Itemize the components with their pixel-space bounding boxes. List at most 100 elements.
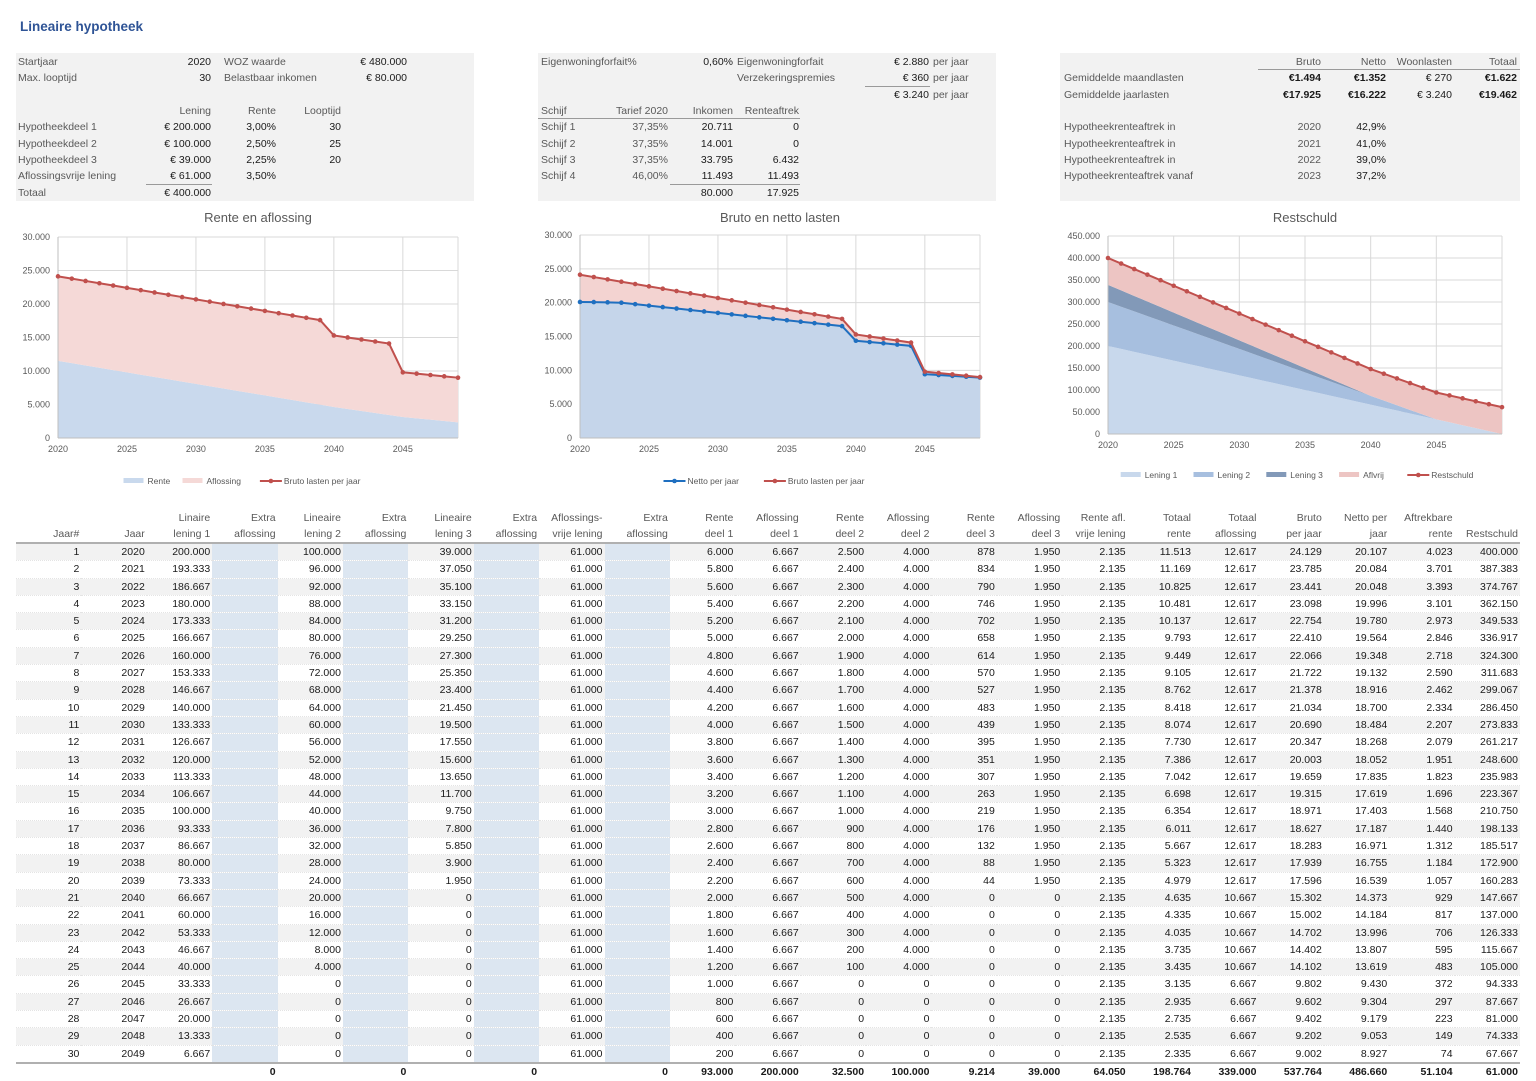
extra-aflossing-cell[interactable]: [473, 1010, 540, 1029]
extra-aflossing-cell[interactable]: [473, 768, 540, 787]
extra-aflossing-cell[interactable]: [342, 1027, 409, 1046]
extra-aflossing-cell[interactable]: [604, 872, 670, 890]
extra-aflossing-cell[interactable]: [212, 733, 278, 752]
loan-term[interactable]: 25: [329, 138, 341, 150]
extra-aflossing-cell[interactable]: [604, 560, 670, 579]
extra-aflossing-cell[interactable]: [473, 716, 540, 735]
extra-aflossing-cell[interactable]: [212, 595, 278, 614]
loan-rate[interactable]: 3,50%: [246, 170, 276, 182]
extra-aflossing-cell[interactable]: [473, 820, 540, 839]
extra-aflossing-cell[interactable]: [604, 1010, 670, 1029]
extra-aflossing-cell[interactable]: [342, 664, 409, 683]
extra-aflossing-cell[interactable]: [473, 872, 540, 890]
extra-aflossing-cell[interactable]: [342, 647, 409, 666]
extra-aflossing-cell[interactable]: [604, 1045, 670, 1064]
extra-aflossing-cell[interactable]: [212, 751, 278, 769]
extra-aflossing-cell[interactable]: [473, 889, 540, 908]
extra-aflossing-cell[interactable]: [342, 1045, 409, 1064]
extra-aflossing-cell[interactable]: [212, 768, 278, 787]
extra-aflossing-cell[interactable]: [342, 958, 409, 977]
extra-aflossing-cell[interactable]: [212, 647, 278, 666]
ewf-pct-value[interactable]: 0,60%: [703, 56, 733, 68]
extra-aflossing-cell[interactable]: [473, 578, 540, 596]
extra-aflossing-cell[interactable]: [342, 785, 409, 804]
woz-value[interactable]: € 480.000: [360, 56, 407, 68]
extra-aflossing-cell[interactable]: [342, 993, 409, 1012]
extra-aflossing-cell[interactable]: [342, 854, 409, 873]
extra-aflossing-cell[interactable]: [473, 802, 540, 821]
extra-aflossing-cell[interactable]: [604, 629, 670, 648]
extra-aflossing-cell[interactable]: [604, 543, 670, 562]
extra-aflossing-cell[interactable]: [604, 595, 670, 614]
extra-aflossing-cell[interactable]: [342, 681, 409, 700]
extra-aflossing-cell[interactable]: [604, 837, 670, 856]
extra-aflossing-cell[interactable]: [473, 924, 540, 942]
extra-aflossing-cell[interactable]: [342, 941, 409, 960]
extra-aflossing-cell[interactable]: [212, 629, 278, 648]
extra-aflossing-cell[interactable]: [212, 578, 278, 596]
extra-aflossing-cell[interactable]: [604, 889, 670, 908]
extra-aflossing-cell[interactable]: [604, 647, 670, 666]
extra-aflossing-cell[interactable]: [212, 924, 278, 942]
extra-aflossing-cell[interactable]: [212, 1045, 278, 1064]
extra-aflossing-cell[interactable]: [342, 629, 409, 648]
extra-aflossing-cell[interactable]: [604, 578, 670, 596]
extra-aflossing-cell[interactable]: [212, 854, 278, 873]
extra-aflossing-cell[interactable]: [342, 733, 409, 752]
extra-aflossing-cell[interactable]: [212, 958, 278, 977]
extra-aflossing-cell[interactable]: [604, 664, 670, 683]
extra-aflossing-cell[interactable]: [604, 820, 670, 839]
extra-aflossing-cell[interactable]: [212, 612, 278, 631]
extra-aflossing-cell[interactable]: [342, 889, 409, 908]
extra-aflossing-cell[interactable]: [473, 751, 540, 769]
extra-aflossing-cell[interactable]: [473, 664, 540, 683]
extra-aflossing-cell[interactable]: [604, 733, 670, 752]
extra-aflossing-cell[interactable]: [473, 629, 540, 648]
extra-aflossing-cell[interactable]: [342, 820, 409, 839]
extra-aflossing-cell[interactable]: [604, 993, 670, 1012]
loan-amount[interactable]: € 100.000: [164, 138, 211, 150]
extra-aflossing-cell[interactable]: [342, 578, 409, 596]
inkomen-value[interactable]: € 80.000: [366, 72, 407, 84]
extra-aflossing-cell[interactable]: [342, 751, 409, 769]
extra-aflossing-cell[interactable]: [342, 1010, 409, 1029]
loan-rate[interactable]: 3,00%: [246, 121, 276, 133]
extra-aflossing-cell[interactable]: [473, 612, 540, 631]
extra-aflossing-cell[interactable]: [473, 595, 540, 614]
looptijd-value[interactable]: 30: [199, 72, 211, 84]
extra-aflossing-cell[interactable]: [212, 906, 278, 925]
loan-amount[interactable]: € 61.000: [170, 170, 211, 182]
extra-aflossing-cell[interactable]: [473, 906, 540, 925]
loan-term[interactable]: 20: [329, 154, 341, 166]
extra-aflossing-cell[interactable]: [342, 716, 409, 735]
extra-aflossing-cell[interactable]: [473, 941, 540, 960]
extra-aflossing-cell[interactable]: [473, 543, 540, 562]
extra-aflossing-cell[interactable]: [212, 872, 278, 890]
extra-aflossing-cell[interactable]: [604, 802, 670, 821]
extra-aflossing-cell[interactable]: [604, 716, 670, 735]
extra-aflossing-cell[interactable]: [473, 560, 540, 579]
extra-aflossing-cell[interactable]: [473, 837, 540, 856]
extra-aflossing-cell[interactable]: [212, 1010, 278, 1029]
extra-aflossing-cell[interactable]: [604, 751, 670, 769]
verz-value[interactable]: € 360: [902, 72, 929, 84]
extra-aflossing-cell[interactable]: [212, 543, 278, 562]
extra-aflossing-cell[interactable]: [604, 1027, 670, 1046]
extra-aflossing-cell[interactable]: [604, 785, 670, 804]
extra-aflossing-cell[interactable]: [473, 647, 540, 666]
extra-aflossing-cell[interactable]: [473, 975, 540, 994]
extra-aflossing-cell[interactable]: [604, 924, 670, 942]
extra-aflossing-cell[interactable]: [212, 664, 278, 683]
extra-aflossing-cell[interactable]: [212, 785, 278, 804]
extra-aflossing-cell[interactable]: [473, 733, 540, 752]
extra-aflossing-cell[interactable]: [342, 595, 409, 614]
extra-aflossing-cell[interactable]: [473, 1045, 540, 1064]
extra-aflossing-cell[interactable]: [212, 1027, 278, 1046]
extra-aflossing-cell[interactable]: [212, 975, 278, 994]
extra-aflossing-cell[interactable]: [212, 699, 278, 717]
extra-aflossing-cell[interactable]: [604, 768, 670, 787]
extra-aflossing-cell[interactable]: [473, 699, 540, 717]
extra-aflossing-cell[interactable]: [604, 681, 670, 700]
extra-aflossing-cell[interactable]: [212, 716, 278, 735]
loan-term[interactable]: 30: [329, 121, 341, 133]
